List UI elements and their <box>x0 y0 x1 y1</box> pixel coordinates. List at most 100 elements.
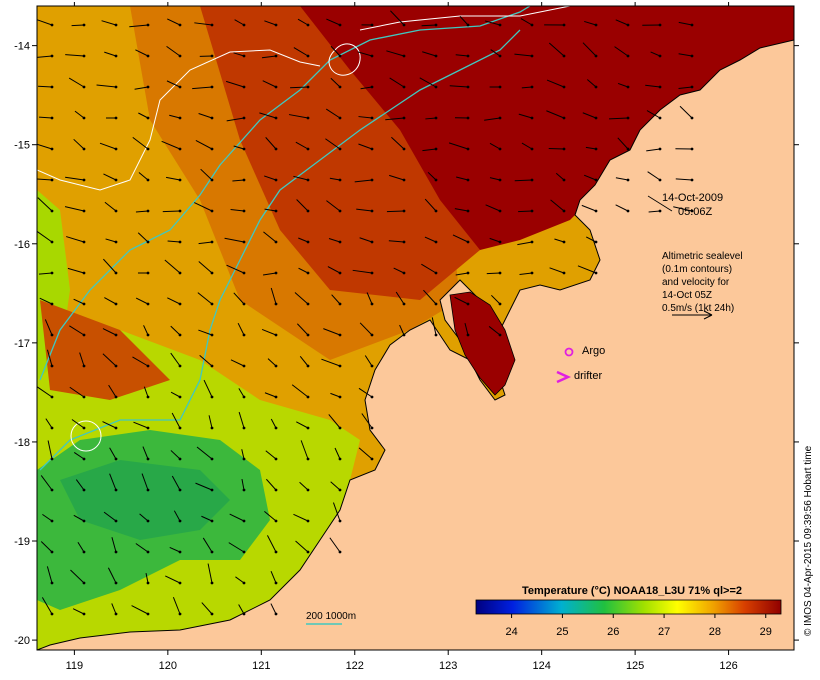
velocity-arrow-head <box>242 302 246 306</box>
velocity-arrow-head <box>562 271 566 275</box>
velocity-arrow-head <box>370 240 374 244</box>
velocity-arrow-head <box>114 302 118 306</box>
velocity-arrow-head <box>306 54 310 58</box>
velocity-arrow <box>171 475 181 491</box>
time-pointer <box>647 195 673 212</box>
velocity-arrow-head <box>466 333 470 337</box>
velocity-arrow <box>194 202 213 212</box>
velocity-arrow-head <box>690 23 694 27</box>
colorbar <box>475 599 782 615</box>
velocity-arrow-head <box>210 581 214 585</box>
velocity-arrow <box>37 197 53 212</box>
velocity-arrow-head <box>242 426 246 430</box>
velocity-arrow <box>484 117 501 121</box>
velocity-arrow-head <box>690 209 694 213</box>
velocity-arrow <box>518 113 533 119</box>
velocity-arrow <box>364 355 373 367</box>
velocity-arrow <box>132 137 149 150</box>
velocity-arrow-head <box>338 550 342 554</box>
velocity-arrow <box>46 349 53 367</box>
velocity-arrow <box>77 542 85 553</box>
velocity-arrow-head <box>242 519 246 523</box>
velocity-arrow-head <box>82 426 86 430</box>
velocity-arrow-head <box>338 271 342 275</box>
velocity-arrow-head <box>306 426 310 430</box>
colorbar-tick-label: 29 <box>760 626 772 638</box>
velocity-arrow-head <box>466 85 470 89</box>
lon-tick-label: 124 <box>532 660 550 672</box>
velocity-arrow-head <box>82 147 86 151</box>
lat-tick-label: -18 <box>14 437 30 449</box>
velocity-arrow-head <box>210 54 214 58</box>
velocity-arrow <box>165 176 181 181</box>
velocity-arrow <box>104 297 117 305</box>
velocity-arrow <box>143 386 149 398</box>
velocity-arrow <box>71 24 85 27</box>
velocity-arrow-head <box>498 147 502 151</box>
velocity-arrow <box>135 210 149 213</box>
lat-tick-label: -16 <box>14 239 30 251</box>
velocity-arrow <box>101 20 117 26</box>
velocity-arrow <box>103 173 117 181</box>
velocity-arrow <box>427 171 437 181</box>
velocity-arrow-head <box>50 364 54 368</box>
velocity-arrow <box>70 569 85 584</box>
velocity-arrow-head <box>178 333 182 337</box>
velocity-arrow-head <box>402 271 406 275</box>
velocity-arrow <box>72 608 85 615</box>
velocity-arrow-head <box>306 85 310 89</box>
velocity-arrow-head <box>434 54 438 58</box>
velocity-arrow-head <box>82 488 86 492</box>
velocity-arrow <box>326 200 341 212</box>
velocity-arrow <box>75 479 85 491</box>
velocity-arrow <box>323 328 341 336</box>
velocity-arrow-head <box>210 364 214 368</box>
velocity-arrow-head <box>114 426 118 430</box>
velocity-arrow <box>232 179 245 182</box>
velocity-arrow-head <box>498 178 502 182</box>
velocity-arrow <box>192 86 213 90</box>
velocity-arrow-head <box>370 54 374 58</box>
velocity-arrow-head <box>370 116 374 120</box>
velocity-arrow <box>678 86 693 89</box>
velocity-arrow-head <box>594 147 598 151</box>
velocity-arrow <box>360 86 373 90</box>
velocity-arrow <box>585 146 597 150</box>
velocity-arrow <box>170 450 181 460</box>
sst-warm-band-left <box>40 300 170 400</box>
velocity-arrow-head <box>114 519 118 523</box>
velocity-arrow-head <box>658 23 662 27</box>
velocity-arrow <box>357 51 373 57</box>
velocity-arrow <box>142 446 149 460</box>
velocity-arrow <box>172 597 181 615</box>
velocity-arrow-head <box>306 457 310 461</box>
velocity-arrow <box>141 473 149 491</box>
velocity-arrow-head <box>562 23 566 27</box>
velocity-arrow-head <box>242 550 246 554</box>
lat-tick-label: -17 <box>14 338 30 350</box>
svg-text:and velocity for: and velocity for <box>662 277 730 288</box>
velocity-arrow-head <box>114 116 118 120</box>
velocity-arrow <box>388 240 405 243</box>
velocity-arrow <box>293 175 309 181</box>
velocity-arrow <box>490 49 501 57</box>
velocity-arrow <box>235 576 245 584</box>
velocity-arrow-head <box>690 85 694 89</box>
velocity-arrow-head <box>562 178 566 182</box>
velocity-arrow <box>138 112 149 119</box>
velocity-arrow-head <box>626 85 630 89</box>
velocity-arrow-head <box>82 54 86 58</box>
velocity-arrow <box>452 234 469 243</box>
velocity-arrow <box>585 236 597 243</box>
velocity-scale-arrowhead <box>703 310 713 320</box>
velocity-arrow <box>489 177 501 181</box>
velocity-arrow-head <box>82 550 86 554</box>
velocity-arrow-head <box>274 457 278 461</box>
velocity-arrow <box>424 198 437 212</box>
velocity-arrow <box>489 237 501 243</box>
velocity-arrow <box>166 80 181 88</box>
velocity-arrow-head <box>530 54 534 58</box>
velocity-arrow <box>615 177 629 181</box>
velocity-arrow-head <box>338 364 342 368</box>
velocity-arrow <box>263 231 277 243</box>
